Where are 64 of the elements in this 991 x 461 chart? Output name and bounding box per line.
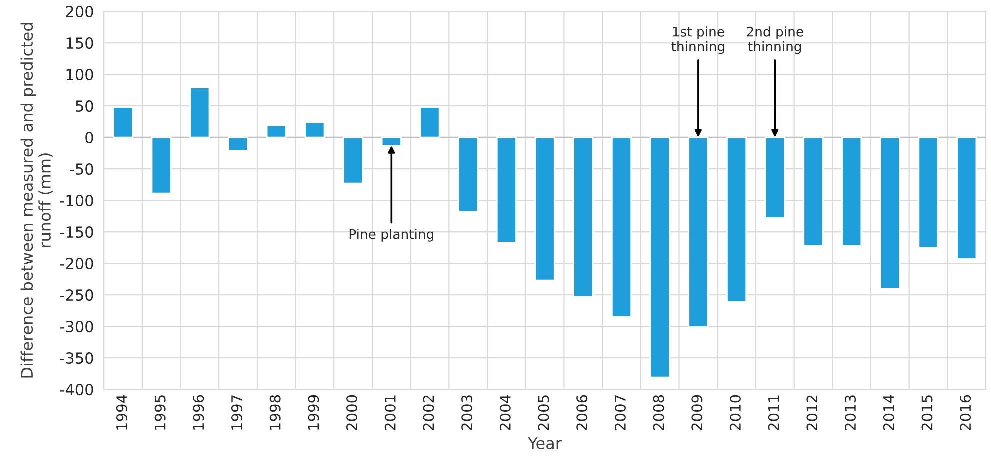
bar bbox=[228, 136, 249, 152]
y-tick-label: -200 bbox=[60, 258, 94, 270]
y-tick-label: 0 bbox=[86, 132, 94, 144]
x-tick-label: 1994 bbox=[116, 395, 128, 430]
bar bbox=[918, 136, 939, 248]
x-tick-label: 1999 bbox=[308, 395, 320, 430]
y-tick-label: 150 bbox=[66, 37, 94, 50]
bar bbox=[496, 136, 517, 244]
x-tick-label: 2009 bbox=[692, 395, 703, 430]
x-tick-label: 2008 bbox=[653, 395, 664, 430]
x-tick-label: 2010 bbox=[730, 395, 742, 430]
y-tick-label: -400 bbox=[60, 384, 94, 396]
bar bbox=[956, 136, 978, 260]
bar bbox=[880, 136, 900, 290]
x-tick-label: 2015 bbox=[922, 396, 933, 430]
x-tick-label: 2001 bbox=[384, 396, 396, 430]
bar bbox=[458, 136, 479, 213]
y-axis-title: Difference between measured and predicted runoff (mm) bbox=[20, 23, 53, 378]
bar bbox=[420, 106, 440, 138]
x-tick-label: 2003 bbox=[462, 396, 473, 430]
annotation: Pine planting bbox=[350, 229, 434, 242]
bar bbox=[381, 136, 402, 146]
x-tick-label: 2006 bbox=[576, 395, 588, 430]
x-tick-label: 1997 bbox=[231, 396, 242, 430]
x-axis-title: Year bbox=[528, 438, 562, 450]
x-tick-label: 2016 bbox=[960, 395, 972, 430]
bar bbox=[534, 136, 556, 282]
annotation: 1st pine thinning bbox=[672, 26, 724, 54]
y-tick-label: -100 bbox=[60, 195, 94, 207]
bar bbox=[611, 136, 632, 318]
y-tick-label: -250 bbox=[60, 290, 94, 302]
y-tick-label: -300 bbox=[60, 321, 94, 333]
x-tick-label: 2000 bbox=[346, 395, 358, 430]
y-tick-label: -50 bbox=[70, 164, 94, 176]
bar bbox=[190, 87, 210, 138]
x-tick-label: 2011 bbox=[768, 396, 780, 430]
y-tick-label: 50 bbox=[76, 100, 94, 112]
y-tick-label: 200 bbox=[66, 6, 94, 18]
x-tick-label: 2012 bbox=[806, 396, 818, 430]
x-tick-label: 2002 bbox=[423, 396, 434, 430]
bar bbox=[688, 136, 709, 328]
x-tick-label: 1996 bbox=[193, 395, 204, 430]
x-tick-label: 2004 bbox=[500, 395, 511, 430]
x-tick-label: 2014 bbox=[883, 395, 894, 430]
x-tick-label: 1995 bbox=[154, 396, 166, 430]
bar bbox=[803, 136, 824, 247]
bar bbox=[343, 136, 364, 184]
x-tick-label: 2013 bbox=[845, 396, 856, 430]
bar bbox=[151, 136, 172, 194]
x-tick-label: 1998 bbox=[270, 395, 281, 430]
bar bbox=[764, 136, 786, 219]
y-tick-label: -350 bbox=[60, 352, 94, 364]
bar bbox=[112, 106, 134, 138]
y-tick-label: 100 bbox=[66, 68, 94, 81]
bar bbox=[266, 124, 287, 138]
bar bbox=[726, 136, 748, 303]
x-tick-label: 2005 bbox=[538, 396, 550, 430]
x-tick-label: 2007 bbox=[614, 396, 626, 430]
annotation: 2nd pine thinning bbox=[747, 26, 804, 54]
y-tick-label: -150 bbox=[60, 226, 94, 238]
bar bbox=[304, 122, 326, 138]
bar bbox=[573, 136, 594, 298]
bar bbox=[842, 136, 862, 247]
bar bbox=[650, 136, 670, 378]
